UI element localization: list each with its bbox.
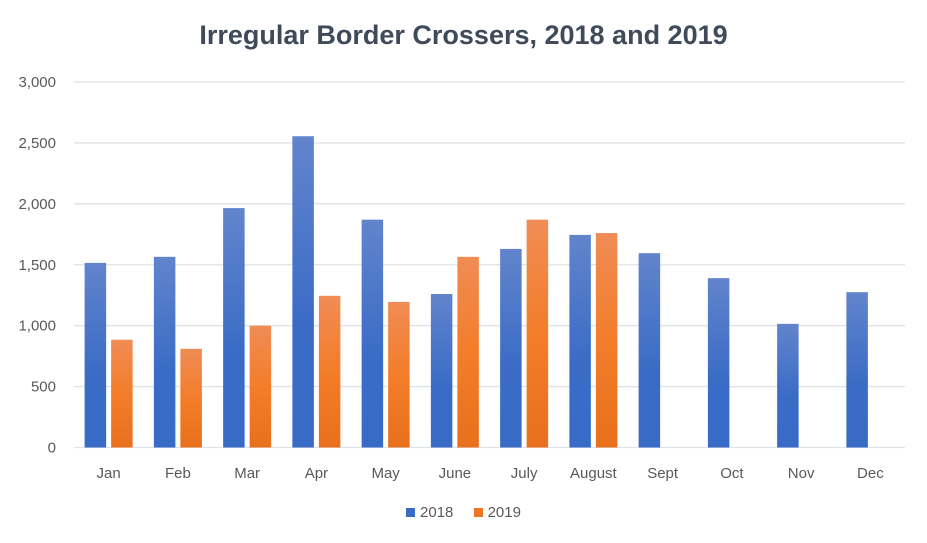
chart-title: Irregular Border Crossers, 2018 and 2019	[199, 20, 728, 50]
bar-2019-Mar	[249, 325, 272, 448]
bar-2018-August	[569, 234, 591, 448]
bar-2018-Feb	[153, 256, 176, 448]
bar-2019-June	[457, 256, 479, 448]
x-tick-label: July	[511, 465, 538, 482]
x-tick-label: Mar	[234, 465, 260, 482]
bar-2018-Oct	[707, 278, 730, 448]
x-tick-label: Oct	[720, 465, 744, 482]
y-tick-label: 1,000	[18, 318, 56, 335]
y-tick-label: 1,500	[18, 257, 56, 274]
bar-2019-July	[526, 219, 549, 448]
x-tick-label: May	[371, 465, 400, 482]
bar-2019-August	[595, 233, 618, 448]
legend: 2018 2019	[0, 504, 927, 521]
legend-label: 2019	[487, 504, 521, 521]
bar-2018-July	[500, 248, 522, 448]
legend-item-2018: 2018	[406, 504, 453, 521]
bar-2018-Dec	[846, 292, 868, 448]
bar-2019-Apr	[318, 295, 341, 448]
bar-2019-Feb	[180, 348, 202, 448]
bar-2018-Mar	[223, 208, 245, 448]
x-tick-label: Jan	[97, 465, 121, 482]
y-tick-label: 2,500	[18, 135, 56, 152]
legend-swatch	[406, 508, 416, 517]
x-tick-label: Sept	[647, 465, 679, 482]
bar-2018-June	[430, 293, 453, 448]
x-tick-label: June	[439, 465, 472, 482]
x-tick-label: Nov	[788, 465, 815, 482]
y-tick-label: 2,000	[18, 196, 56, 213]
y-tick-label: 3,000	[18, 74, 56, 91]
x-tick-label: Apr	[305, 465, 328, 482]
bar-2018-Sept	[638, 253, 661, 448]
legend-swatch	[473, 508, 483, 517]
bar-2019-May	[388, 301, 410, 448]
x-tick-label: August	[570, 465, 618, 482]
bar-2019-Jan	[111, 339, 133, 448]
y-tick-label: 500	[31, 379, 56, 396]
bar-2018-May	[361, 219, 384, 448]
y-tick-label: 0	[48, 440, 56, 457]
legend-label: 2018	[420, 504, 454, 521]
bar-2018-Jan	[84, 262, 107, 448]
x-tick-label: Dec	[857, 465, 884, 482]
bar-2018-Nov	[777, 323, 799, 448]
bar-2018-Apr	[292, 136, 314, 448]
legend-item-2019: 2019	[473, 504, 521, 521]
x-tick-label: Feb	[165, 465, 191, 482]
